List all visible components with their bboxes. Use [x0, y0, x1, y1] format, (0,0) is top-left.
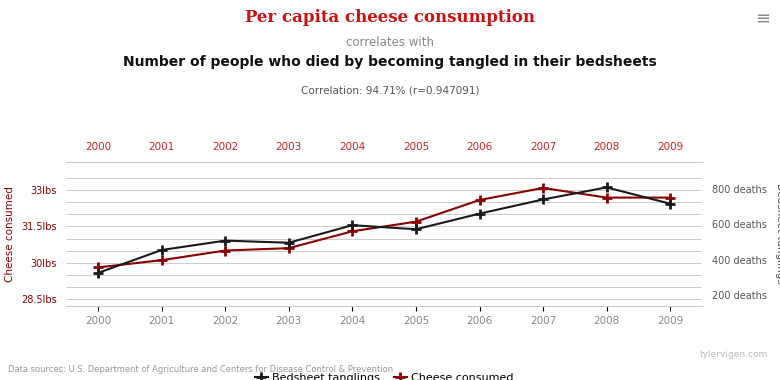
Text: Per capita cheese consumption: Per capita cheese consumption — [245, 10, 535, 27]
Text: ≡: ≡ — [756, 10, 771, 27]
Text: correlates with: correlates with — [346, 36, 434, 49]
Text: tylervigen.com: tylervigen.com — [700, 350, 768, 359]
Legend: Bedsheet tanglings, Cheese consumed: Bedsheet tanglings, Cheese consumed — [250, 368, 518, 380]
Text: Correlation: 94.71% (r=0.947091): Correlation: 94.71% (r=0.947091) — [301, 86, 479, 95]
Text: Data sources: U.S. Department of Agriculture and Centers for Disease Control & P: Data sources: U.S. Department of Agricul… — [8, 365, 393, 374]
Y-axis label: Cheese consumed: Cheese consumed — [5, 186, 16, 282]
Text: Number of people who died by becoming tangled in their bedsheets: Number of people who died by becoming ta… — [123, 55, 657, 69]
Y-axis label: Bedsheet tanglings: Bedsheet tanglings — [775, 183, 780, 284]
